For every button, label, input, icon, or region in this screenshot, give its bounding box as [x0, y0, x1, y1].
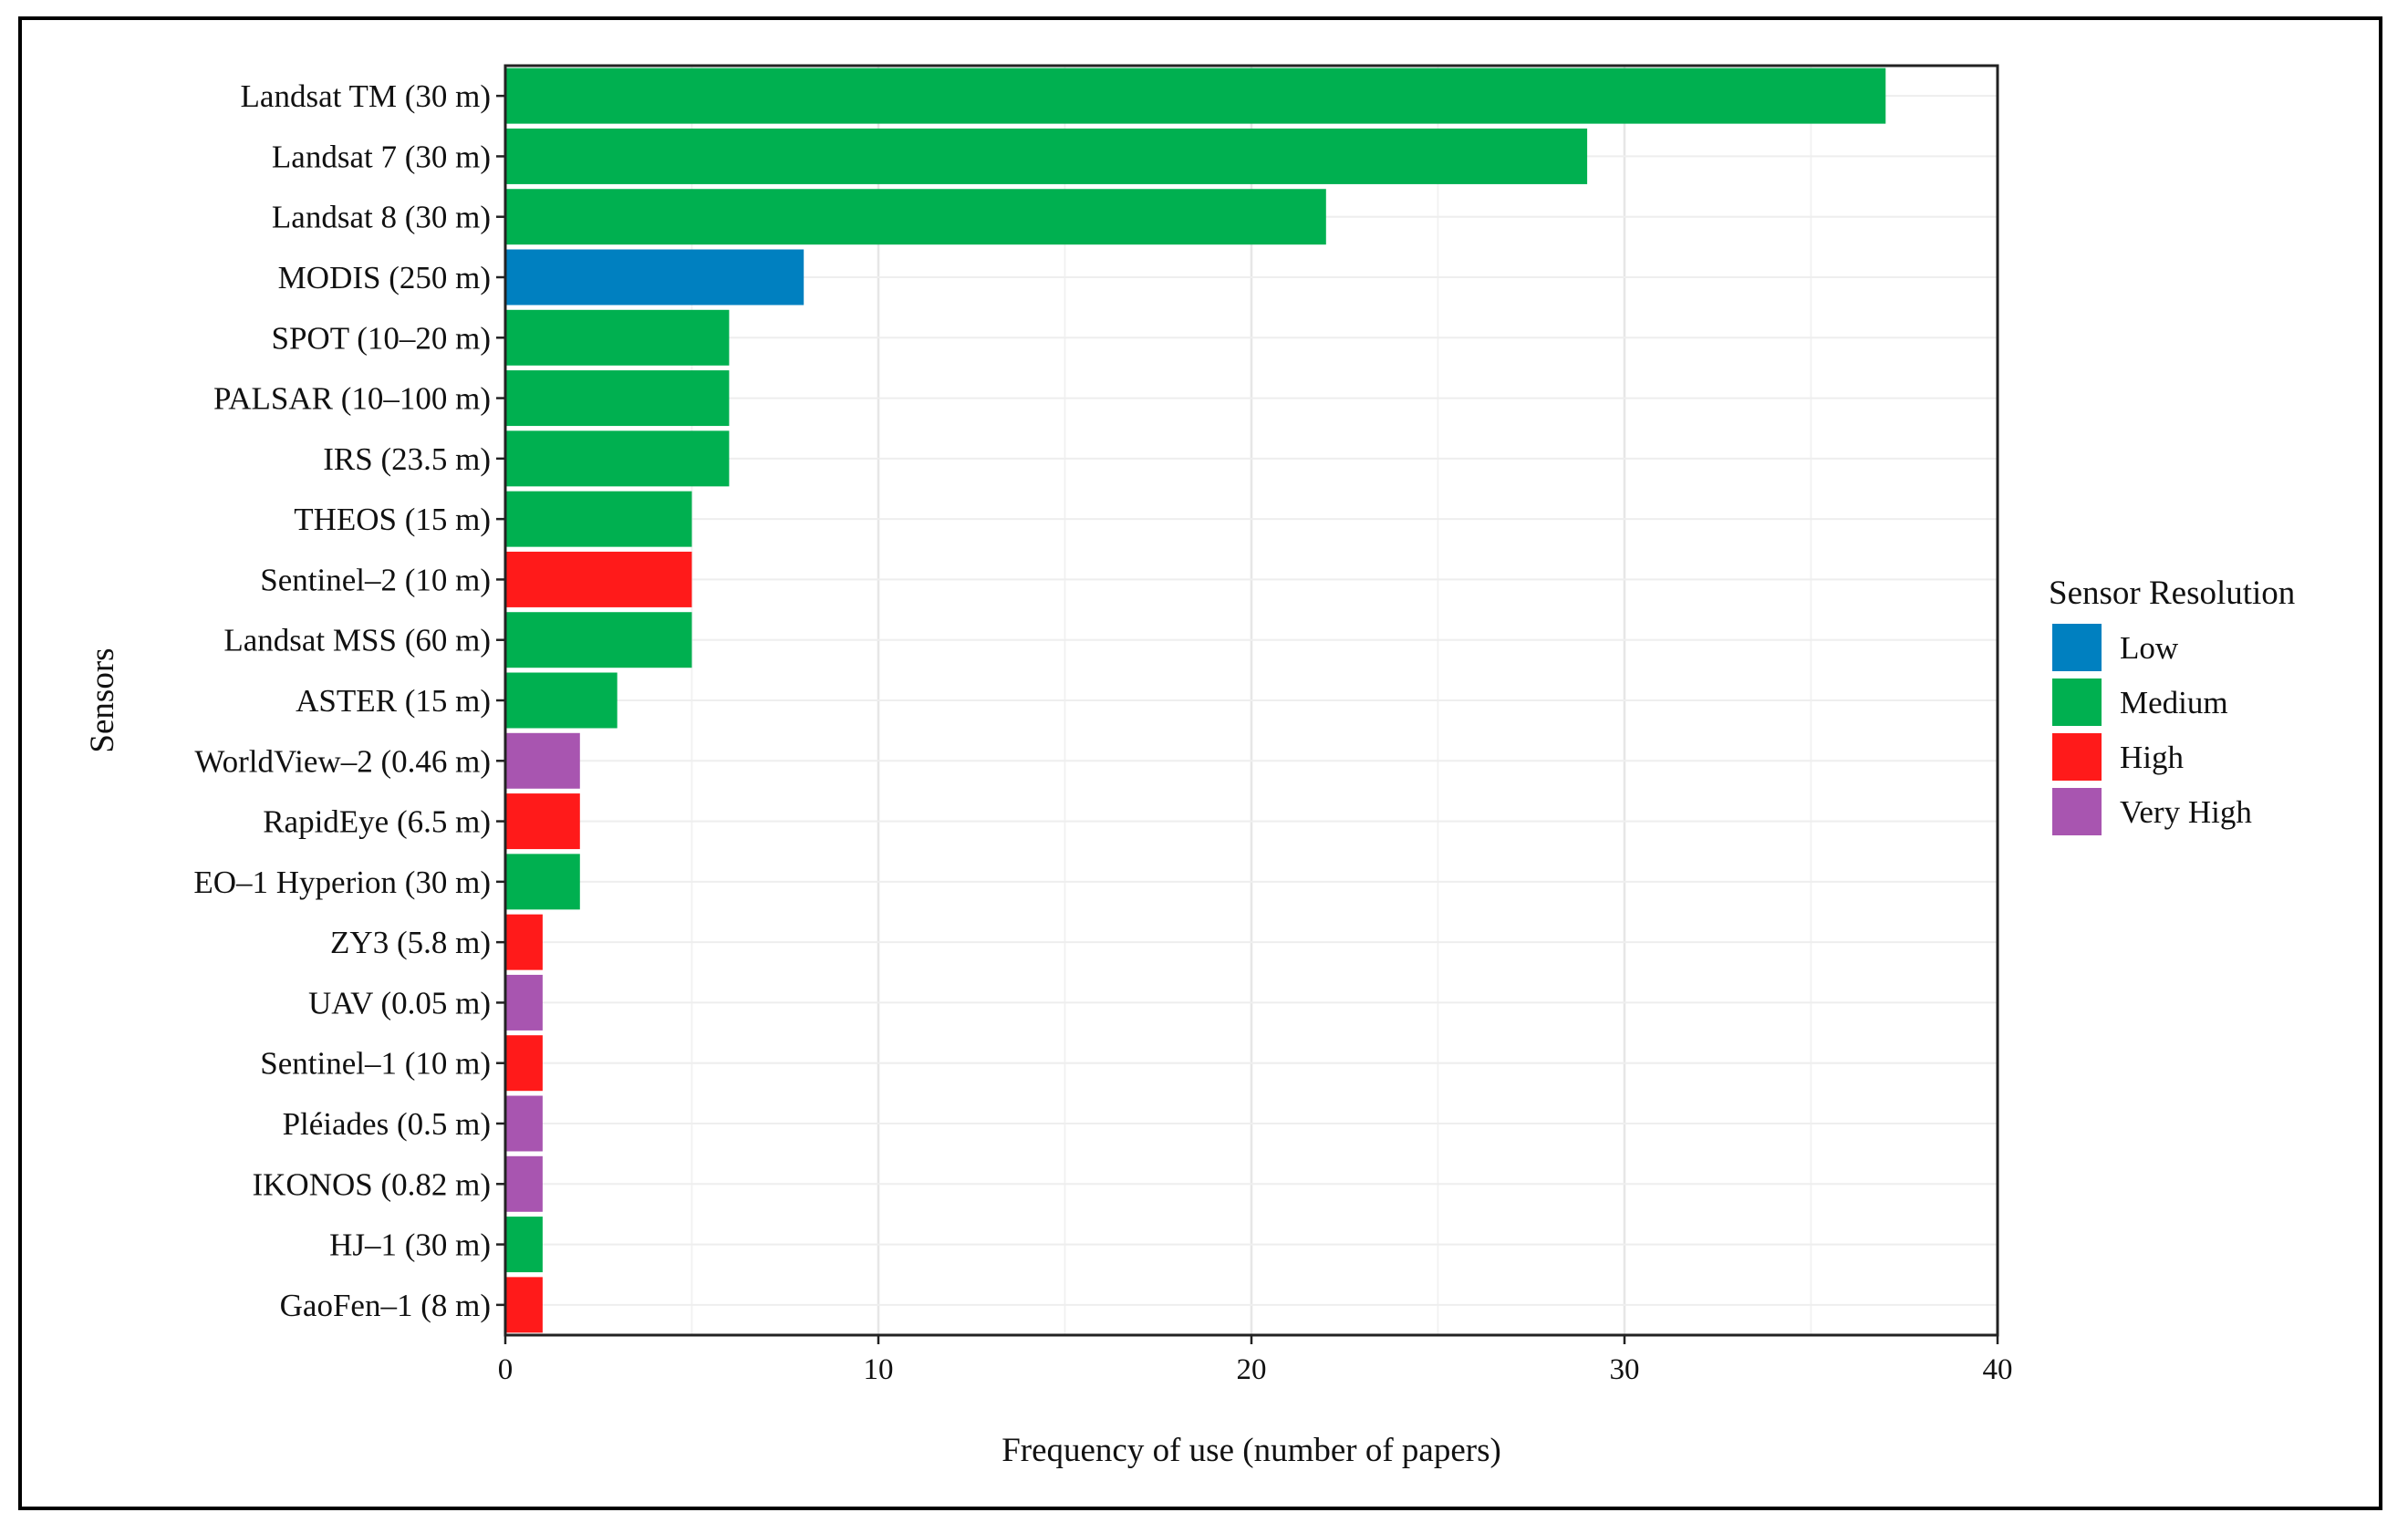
legend-swatch-medium [2052, 678, 2102, 726]
legend-label: Low [2120, 630, 2179, 666]
x-tick-label: 0 [498, 1353, 514, 1386]
category-label: SPOT (10–20 m) [272, 320, 492, 356]
x-tick-label: 20 [1237, 1353, 1267, 1386]
bar-spot-10-20-m [505, 309, 730, 366]
bar-sentinel-2-10-m [505, 551, 692, 607]
bar-zy3-5-8-m [505, 914, 543, 970]
y-axis-title: Sensors [84, 647, 121, 752]
x-tick-label: 30 [1610, 1353, 1640, 1386]
legend: Low Medium High Very High [2052, 624, 2252, 835]
category-label: PALSAR (10–100 m) [213, 381, 491, 417]
category-label: IKONOS (0.82 m) [252, 1166, 491, 1202]
x-axis-title: Frequency of use (number of papers) [1002, 1432, 1501, 1469]
category-label: Landsat MSS (60 m) [223, 623, 491, 658]
category-label: RapidEye (6.5 m) [263, 804, 491, 840]
bar-sentinel-1-10-m [505, 1035, 543, 1092]
x-axis-ticks: 0 10 20 30 40 [498, 1335, 2013, 1386]
bar-theos-15-m [505, 491, 692, 547]
category-label: WorldView–2 (0.46 m) [194, 743, 491, 779]
bar-landsat-8-30-m [505, 189, 1326, 245]
bar-aster-15-m [505, 672, 618, 729]
bar-hj-1-30-m [505, 1217, 543, 1273]
bar-ikonos-0-82-m [505, 1155, 543, 1212]
legend-swatch-very-high [2052, 788, 2102, 835]
category-label: Pléiades (0.5 m) [283, 1106, 491, 1142]
bar-landsat-mss-60-m [505, 612, 692, 668]
bar-eo-1-hyperion-30-m [505, 854, 580, 910]
bar-palsar-10-100-m [505, 370, 730, 427]
bar-landsat-tm-30-m [505, 67, 1886, 124]
bar-pl-iades-0-5-m [505, 1095, 543, 1152]
legend-swatch-low [2052, 624, 2102, 671]
bar-irs-23-5-m [505, 430, 730, 487]
category-label: EO–1 Hyperion (30 m) [193, 865, 491, 900]
bar-gaofen-1-8-m [505, 1277, 543, 1333]
legend-label: Medium [2120, 685, 2228, 720]
category-label: Landsat TM (30 m) [241, 78, 491, 114]
category-label: ZY3 (5.8 m) [330, 925, 491, 960]
legend-label: Very High [2120, 794, 2252, 830]
legend-label: High [2120, 740, 2185, 775]
category-label: Landsat 7 (30 m) [272, 139, 491, 174]
category-label: MODIS (250 m) [278, 260, 491, 295]
y-axis-category-labels: Landsat TM (30 m) Landsat 7 (30 m) Landsat… [193, 78, 505, 1323]
category-label: ASTER (15 m) [296, 683, 491, 719]
bar-chart: 0 10 20 30 40 Landsat TM (30 m) Landsat 7 (30… [84, 64, 2295, 1469]
bar-uav-0-05-m [505, 974, 543, 1031]
category-label: THEOS (15 m) [294, 502, 491, 537]
bar-landsat-7-30-m [505, 128, 1588, 184]
figure-frame: 0 10 20 30 40 Landsat TM (30 m) Landsat 7 (30… [18, 16, 2382, 1510]
legend-swatch-high [2052, 733, 2102, 781]
bar-rapideye-6-5-m [505, 793, 580, 850]
category-label: Sentinel–1 (10 m) [260, 1046, 491, 1082]
bar-worldview-2-0-46-m [505, 732, 580, 789]
x-tick-label: 10 [864, 1353, 894, 1386]
legend-title: Sensor Resolution [2049, 575, 2295, 612]
category-label: UAV (0.05 m) [308, 985, 491, 1020]
category-label: IRS (23.5 m) [323, 441, 491, 477]
category-label: GaoFen–1 (8 m) [280, 1288, 491, 1323]
x-tick-label: 40 [1983, 1353, 2013, 1386]
category-label: Landsat 8 (30 m) [272, 200, 491, 235]
bars-group [505, 67, 1886, 1333]
category-label: Sentinel–2 (10 m) [260, 562, 491, 597]
bar-modis-250-m [505, 249, 804, 306]
category-label: HJ–1 (30 m) [329, 1227, 491, 1263]
